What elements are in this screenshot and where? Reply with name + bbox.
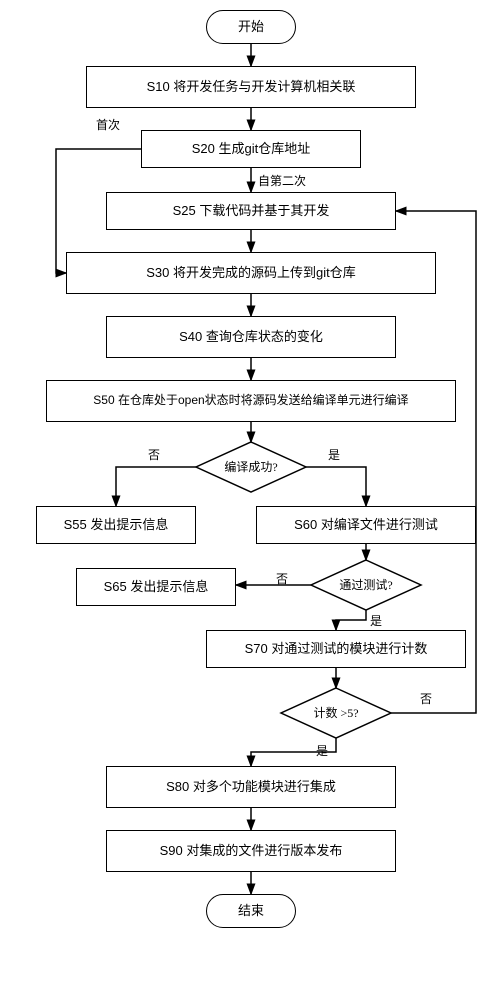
s55-label: S55 发出提示信息 bbox=[64, 517, 169, 534]
svg-text:编译成功?: 编译成功? bbox=[224, 459, 277, 474]
node-s40: S40 查询仓库状态的变化 bbox=[106, 316, 396, 358]
s65-label: S65 发出提示信息 bbox=[104, 579, 209, 596]
node-s50: S50 在仓库处于open状态时将源码发送给编译单元进行编译 bbox=[46, 380, 456, 422]
label-first: 首次 bbox=[96, 116, 120, 133]
s10-label: S10 将开发任务与开发计算机相关联 bbox=[147, 79, 356, 96]
s80-label: S80 对多个功能模块进行集成 bbox=[166, 779, 336, 796]
end-label: 结束 bbox=[238, 903, 264, 920]
label-d1-no: 否 bbox=[148, 446, 160, 463]
label-d3-yes: 是 bbox=[316, 742, 328, 759]
s20-label: S20 生成git仓库地址 bbox=[192, 141, 310, 158]
s25-label: S25 下载代码并基于其开发 bbox=[173, 203, 330, 220]
svg-text:计数 >5?: 计数 >5? bbox=[313, 705, 358, 720]
node-end: 结束 bbox=[206, 894, 296, 928]
node-s55: S55 发出提示信息 bbox=[36, 506, 196, 544]
node-s60: S60 对编译文件进行测试 bbox=[256, 506, 476, 544]
node-s25: S25 下载代码并基于其开发 bbox=[106, 192, 396, 230]
s30-label: S30 将开发完成的源码上传到git仓库 bbox=[146, 265, 355, 282]
s40-label: S40 查询仓库状态的变化 bbox=[179, 329, 323, 346]
node-s65: S65 发出提示信息 bbox=[76, 568, 236, 606]
s70-label: S70 对通过测试的模块进行计数 bbox=[245, 641, 428, 658]
label-second: 自第二次 bbox=[258, 172, 306, 189]
label-d3-no: 否 bbox=[420, 690, 432, 707]
node-s20: S20 生成git仓库地址 bbox=[141, 130, 361, 168]
node-start: 开始 bbox=[206, 10, 296, 44]
svg-text:通过测试?: 通过测试? bbox=[339, 577, 392, 592]
node-s30: S30 将开发完成的源码上传到git仓库 bbox=[66, 252, 436, 294]
node-s10: S10 将开发任务与开发计算机相关联 bbox=[86, 66, 416, 108]
label-d1-yes: 是 bbox=[328, 446, 340, 463]
label-d2-yes: 是 bbox=[370, 612, 382, 629]
s90-label: S90 对集成的文件进行版本发布 bbox=[160, 843, 343, 860]
s50-label: S50 在仓库处于open状态时将源码发送给编译单元进行编译 bbox=[93, 393, 408, 409]
s60-label: S60 对编译文件进行测试 bbox=[294, 517, 438, 534]
node-s80: S80 对多个功能模块进行集成 bbox=[106, 766, 396, 808]
node-s70: S70 对通过测试的模块进行计数 bbox=[206, 630, 466, 668]
start-label: 开始 bbox=[238, 19, 264, 36]
node-s90: S90 对集成的文件进行版本发布 bbox=[106, 830, 396, 872]
label-d2-no: 否 bbox=[276, 570, 288, 587]
